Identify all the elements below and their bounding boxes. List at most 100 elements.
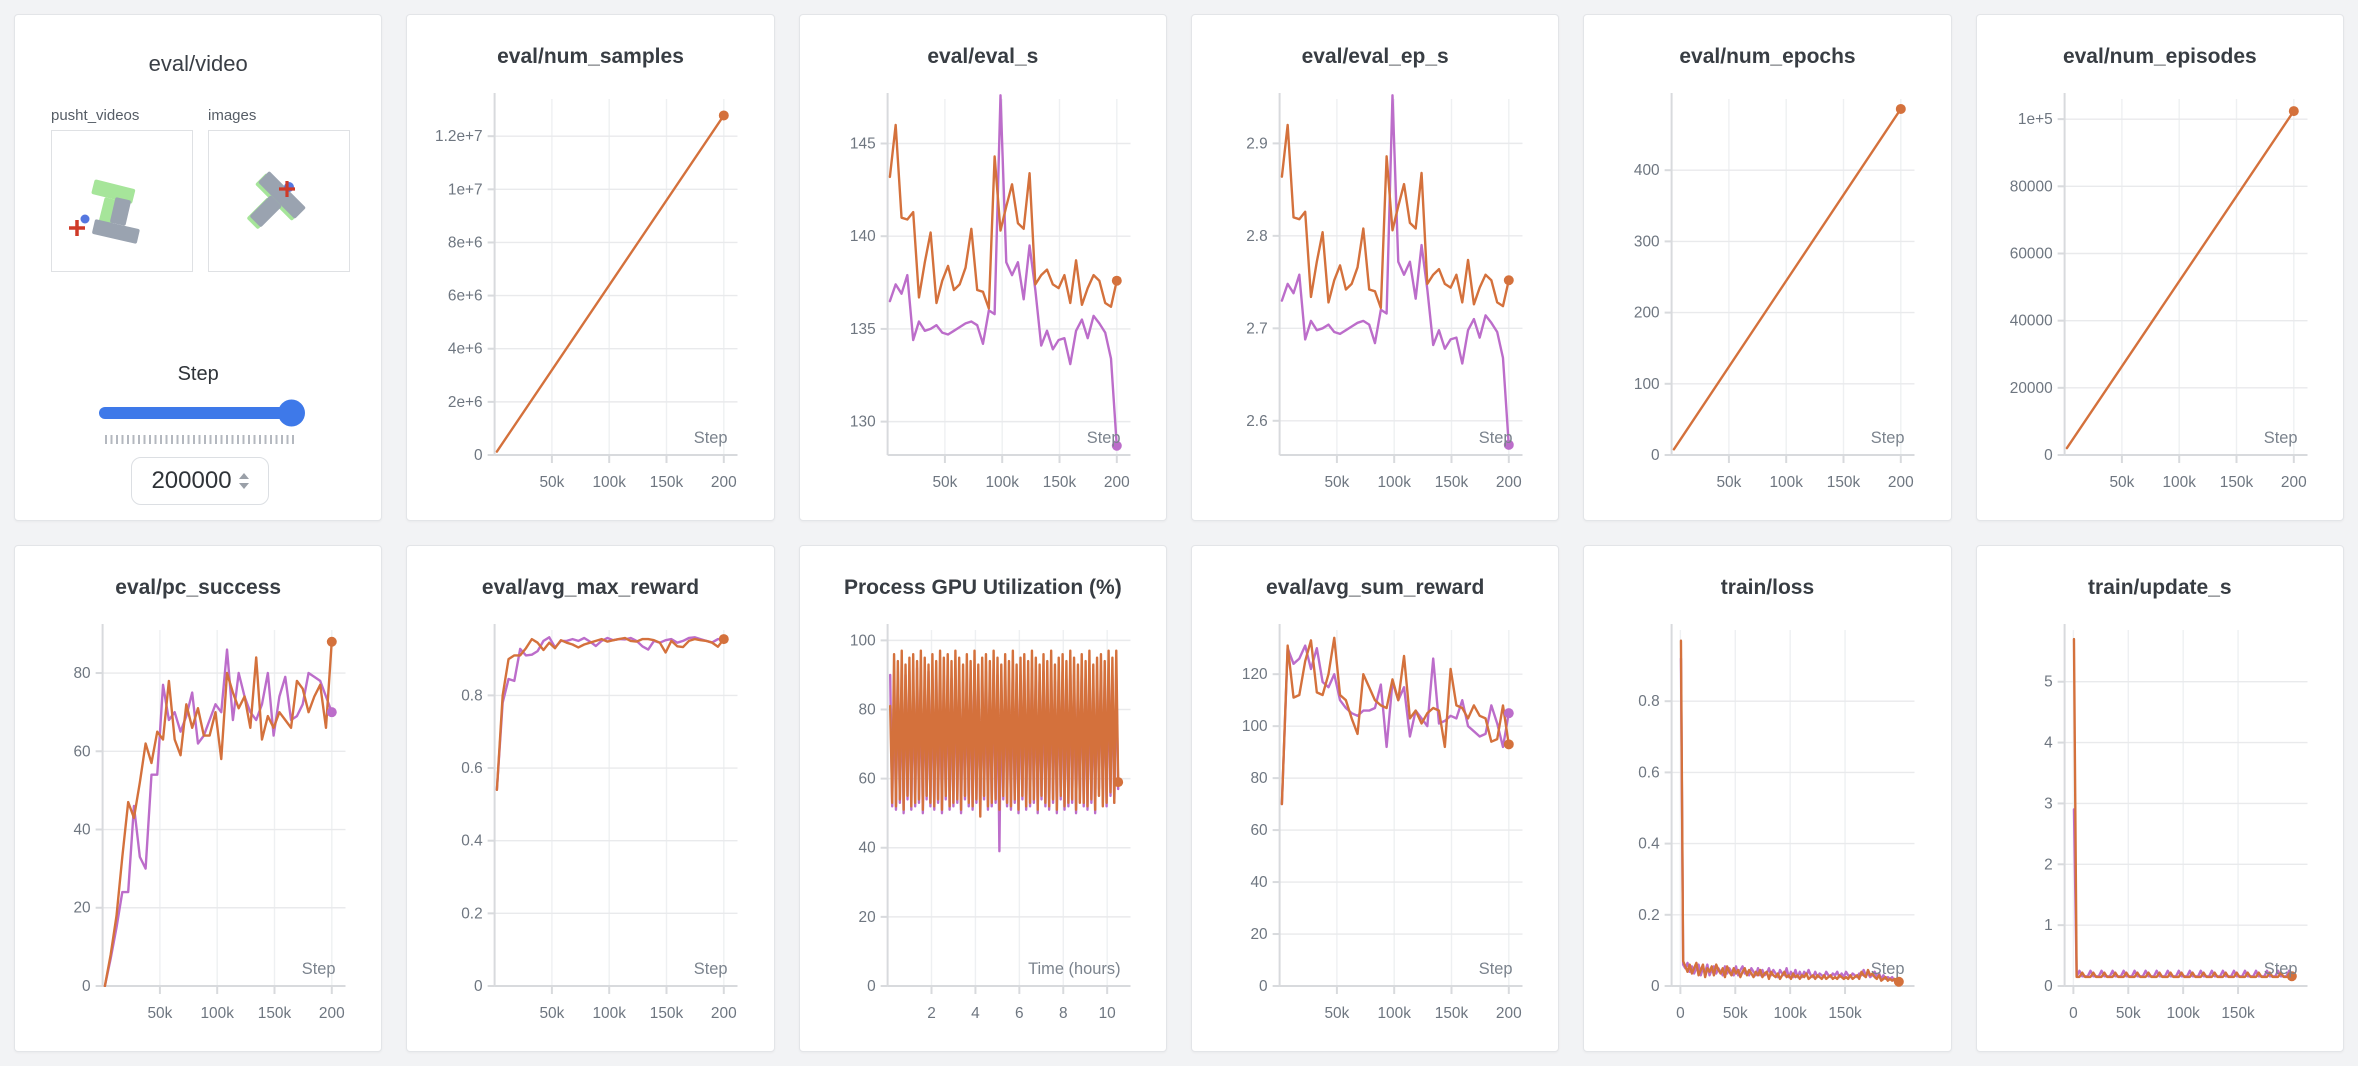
svg-text:200: 200 [1496,1005,1522,1022]
chart-eval-num-epochs[interactable]: 50k 100k 150k 200 0 100 200 300 400 Step [1584,87,1950,517]
svg-text:4: 4 [971,1005,980,1022]
svg-text:0: 0 [1259,978,1268,995]
svg-text:200: 200 [711,474,737,491]
svg-text:150k: 150k [1829,1005,1863,1022]
svg-text:100k: 100k [593,1005,627,1022]
svg-text:1: 1 [2044,917,2053,934]
svg-text:200: 200 [711,1005,737,1022]
svg-text:50k: 50k [1723,1005,1748,1022]
svg-text:2: 2 [927,1005,936,1022]
panel-eval-eval-s: eval/eval_s 50k 100k 150k 200 130 135 140 145 St… [798,14,1167,521]
svg-text:80000: 80000 [2009,178,2052,195]
svg-text:200: 200 [1104,474,1130,491]
svg-text:0: 0 [1676,1005,1685,1022]
svg-text:4: 4 [2044,735,2053,752]
svg-text:120: 120 [1242,666,1268,683]
step-slider-ticks [105,435,297,444]
svg-text:1.2e+7: 1.2e+7 [435,128,483,145]
pusht-env-render [69,179,140,244]
svg-text:80: 80 [858,701,875,718]
svg-text:100k: 100k [1774,1005,1808,1022]
chart-title: eval/num_epochs [1679,45,1856,68]
x-axis-label: Step [1086,429,1120,447]
video-thumbnail-images[interactable] [208,130,350,272]
svg-text:100: 100 [1634,376,1660,393]
svg-text:4e+6: 4e+6 [448,341,483,358]
svg-text:20000: 20000 [2009,380,2052,397]
chart-title: eval/avg_sum_reward [1266,576,1485,599]
step-number-input[interactable]: 200000 [131,457,269,505]
chart-train-loss[interactable]: 0 50k 100k 150k 0 0.2 0.4 0.6 0.8 Step [1584,618,1950,1048]
svg-text:100k: 100k [200,1005,234,1022]
stepper[interactable] [238,473,249,489]
svg-text:0: 0 [474,447,483,464]
svg-text:150k: 150k [1827,474,1861,491]
svg-text:200: 200 [1496,474,1522,491]
svg-text:200: 200 [319,1005,345,1022]
step-slider[interactable] [99,399,305,427]
x-axis-label: Step [1871,429,1905,447]
panel-eval-num-samples: eval/num_samples 50k 100k 150k 200 0 2e+6 4e+6… [406,14,775,521]
svg-text:60: 60 [73,743,90,760]
svg-text:0: 0 [1651,978,1660,995]
svg-text:60000: 60000 [2009,245,2052,262]
svg-text:40: 40 [73,821,90,838]
svg-text:135: 135 [850,321,876,338]
panel-eval-avg-sum-reward: eval/avg_sum_reward 50k 100k 150k 200 0 20 40 6… [1191,545,1560,1052]
svg-text:0.4: 0.4 [462,833,484,850]
chart-eval-pc-success[interactable]: 50k 100k 150k 200 0 20 40 60 80 Step [15,618,381,1048]
chart-title: eval/avg_max_reward [481,576,700,599]
svg-text:100k: 100k [1377,474,1411,491]
svg-text:100k: 100k [593,474,627,491]
x-axis-label: Step [2263,429,2297,447]
svg-text:0: 0 [2069,1005,2078,1022]
panel-eval-eval-ep-s: eval/eval_ep_s 50k 100k 150k 200 2.6 2.7 2.8 2.… [1191,14,1560,521]
svg-text:6: 6 [1015,1005,1024,1022]
svg-text:50k: 50k [1717,474,1742,491]
svg-text:150k: 150k [2221,1005,2255,1022]
svg-text:0: 0 [82,978,91,995]
svg-text:0: 0 [1651,447,1660,464]
svg-text:100: 100 [850,632,876,649]
x-axis-label: Step [694,429,728,447]
svg-text:0: 0 [474,978,483,995]
video-thumbnail-pusht-videos[interactable] [51,130,193,272]
stepper-up-icon[interactable] [238,473,249,479]
step-value: 200000 [151,467,232,494]
chart-eval-avg-sum-reward[interactable]: 50k 100k 150k 200 0 20 40 60 80 100 120 Step [1192,618,1558,1048]
gray-t-shape [250,171,306,227]
media-panel-title: eval/video [148,51,248,76]
svg-text:80: 80 [73,665,90,682]
svg-text:150k: 150k [258,1005,292,1022]
chart-eval-avg-max-reward[interactable]: 50k 100k 150k 200 0 0.2 0.4 0.6 0.8 Step [407,618,773,1048]
chart-eval-num-samples[interactable]: 50k 100k 150k 200 0 2e+6 4e+6 6e+6 8e+6 1e+7 1.2e+… [407,87,773,517]
svg-text:80: 80 [1250,770,1267,787]
chart-eval-num-episodes[interactable]: 50k 100k 150k 200 0 20000 40000 60000 80000 1e+5 S… [1977,87,2343,517]
stepper-down-icon[interactable] [238,483,249,489]
panel-eval-avg-max-reward: eval/avg_max_reward 50k 100k 150k 200 0 0.2 0.… [406,545,775,1052]
svg-text:0.6: 0.6 [1639,764,1660,781]
panel-eval-pc-success: eval/pc_success 50k 100k 150k 200 0 20 40 60 80 S… [14,545,383,1052]
x-axis-label: Step [302,960,336,978]
slider-thumb[interactable] [278,399,305,427]
video-label-images: images [208,107,257,124]
svg-text:50k: 50k [2109,474,2134,491]
svg-text:60: 60 [1250,822,1267,839]
svg-text:20: 20 [1250,926,1267,943]
panel-eval-video: eval/video pusht_videos images [14,14,383,521]
svg-text:50k: 50k [1324,474,1349,491]
svg-text:0.2: 0.2 [462,905,483,922]
svg-text:2.9: 2.9 [1246,135,1267,152]
chart-title: train/update_s [2088,576,2232,599]
chart-eval-eval-ep-s[interactable]: 50k 100k 150k 200 2.6 2.7 2.8 2.9 Step [1192,87,1558,517]
x-axis-label: Step [1479,429,1513,447]
svg-text:50k: 50k [540,1005,565,1022]
pusht-env-render [247,171,306,229]
gray-t-shape [92,197,140,244]
chart-eval-eval-s[interactable]: 50k 100k 150k 200 130 135 140 145 Step [800,87,1166,517]
svg-text:40: 40 [1250,874,1267,891]
svg-text:100k: 100k [985,474,1019,491]
chart-train-update-s[interactable]: 0 50k 100k 150k 0 1 2 3 4 5 Step [1977,618,2343,1048]
